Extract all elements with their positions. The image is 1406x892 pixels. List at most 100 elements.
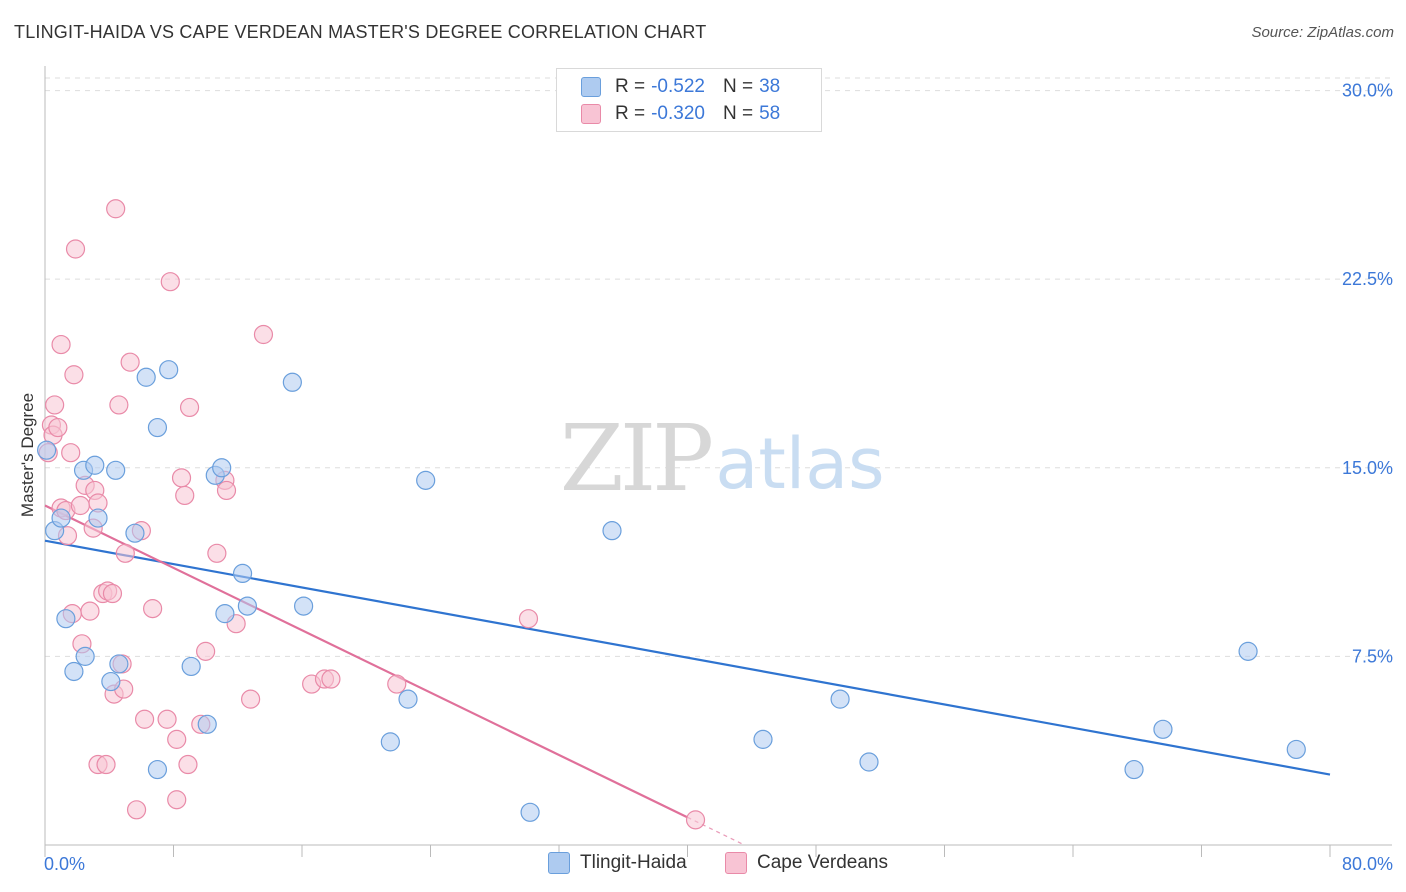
legend-row-cape-verdeans: R = -0.320 N = 58 [581,101,780,127]
tlingit-haida-point [830,689,850,709]
cape-verdeans-point [241,689,261,709]
cape-verdeans-point [96,754,116,775]
tlingit-haida-point [125,523,145,543]
cape-verdeans-point [126,800,147,820]
tlingit-haida-point [56,609,76,629]
tlingit-haida-point [37,440,57,460]
cape-verdeans-swatch [581,104,601,124]
legend-row-tlingit-haida: R = -0.522 N = 38 [581,74,780,100]
tlingit-haida-trendline [44,539,1331,776]
tlingit-haida-point [106,460,126,480]
y-tick-label: 22.5% [1342,269,1393,289]
cape-verdeans-point [120,352,140,372]
tlingit-haida-point [282,372,302,392]
n-label: N = [722,103,754,124]
tlingit-haida-point [51,508,71,528]
tlingit-haida-point [602,521,622,541]
cape-verdeans-point [178,754,198,775]
x-tick-label: 0.0% [44,854,85,874]
source-credit: Source: ZipAtlas.com [1251,24,1394,41]
tlingit-haida-point [88,508,108,528]
cape-verdeans-point [207,543,227,563]
cape-verdeans-swatch [725,852,747,874]
tlingit-haida-point [215,604,235,624]
y-tick-label: 30.0% [1342,81,1393,101]
cape-verdeans-point [45,395,65,415]
tlingit-haida-point [232,563,253,584]
legend-item-cape-verdeans[interactable]: Cape Verdeans [725,852,888,874]
cape-verdeans-point [685,810,706,830]
n-value: 38 [759,76,781,97]
watermark-zip: ZIP [560,405,711,512]
tlingit-haida-point [64,661,84,682]
cape-verdeans-point [167,790,187,810]
x-tick-label: 80.0% [1342,854,1393,874]
tlingit-haida-point [101,671,121,692]
cape-verdeans-point [171,468,192,488]
cape-verdeans-point [65,239,86,259]
points-layer [37,199,1306,830]
tlingit-haida-swatch [581,77,601,97]
tlingit-haida-point [237,596,257,616]
tlingit-haida-point [859,752,879,772]
r-value: -0.320 [651,103,705,124]
cape-verdeans-point [70,495,90,516]
r-label: R = [615,103,646,124]
cape-verdeans-point [157,709,177,729]
series-legend: Tlingit-Haida Cape Verdeans [0,852,1406,878]
r-label: R = [615,76,646,97]
tick-label-layer: 7.5% 15.0% 22.5% 30.0% 0.0% 80.0% [44,81,1393,874]
cape-verdeans-point [61,443,81,463]
tlingit-haida-point [147,417,168,438]
r-value: -0.522 [651,76,705,97]
n-label: N = [722,76,754,97]
cape-verdeans-point [175,485,195,506]
tlingit-haida-point [1286,739,1306,760]
cape-verdeans-point [216,480,237,501]
tlingit-haida-point [159,360,179,380]
watermark-atlas: atlas [715,423,884,505]
tlingit-haida-point [294,596,314,616]
chart-title: TLINGIT-HAIDA VS CAPE VERDEAN MASTER'S D… [14,22,707,42]
cape-verdeans-point [48,417,68,438]
tlingit-haida-point [753,729,773,749]
trendline-layer [44,504,1331,846]
cape-verdeans-point [51,334,71,355]
tlingit-haida-point [398,689,418,709]
cape-verdeans-trendline [44,504,688,819]
y-tick-label: 7.5% [1352,646,1393,666]
cape-verdeans-point [160,272,180,292]
tlingit-haida-point [181,656,201,677]
tlingit-haida-swatch [548,852,570,874]
tlingit-haida-point [197,714,217,734]
tlingit-haida-point [109,654,129,674]
legend-label: Cape Verdeans [757,852,888,873]
cape-verdeans-point [518,609,539,629]
cape-verdeans-point [143,599,163,619]
tlingit-haida-point [85,455,105,475]
cape-verdeans-point [179,397,200,418]
cape-verdeans-point [64,365,84,385]
cape-verdeans-point [196,641,216,661]
watermark: ZIP atlas [560,405,885,512]
tlingit-haida-point [136,367,156,387]
tlingit-haida-point [520,802,540,822]
y-axis-label: Master's Degree [18,392,37,518]
correlation-legend: R = -0.522 N = 38 R = -0.320 N = 58 [556,68,822,132]
cape-verdeans-point [102,583,123,604]
cape-verdeans-point [387,674,407,694]
tlingit-haida-point [416,470,436,490]
legend-item-tlingit-haida[interactable]: Tlingit-Haida [548,852,687,874]
cape-verdeans-point [115,543,135,563]
n-value: 58 [759,103,781,124]
cape-verdeans-point [80,601,100,621]
tlingit-haida-point [1124,759,1144,780]
cape-verdeans-point [321,669,341,689]
y-tick-label: 15.0% [1342,458,1393,478]
tlingit-haida-point [75,646,95,666]
legend-label: Tlingit-Haida [580,852,687,873]
tlingit-haida-point [147,759,168,780]
cape-verdeans-point [106,199,126,219]
cape-verdeans-point [167,729,187,749]
